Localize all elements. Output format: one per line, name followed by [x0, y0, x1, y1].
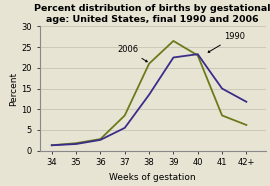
Title: Percent distribution of births by gestational
age: United States, final 1990 and: Percent distribution of births by gestat… [35, 4, 270, 24]
Y-axis label: Percent: Percent [9, 71, 19, 106]
X-axis label: Weeks of gestation: Weeks of gestation [109, 173, 196, 182]
Text: 1990: 1990 [208, 32, 245, 52]
Text: 2006: 2006 [117, 45, 147, 62]
